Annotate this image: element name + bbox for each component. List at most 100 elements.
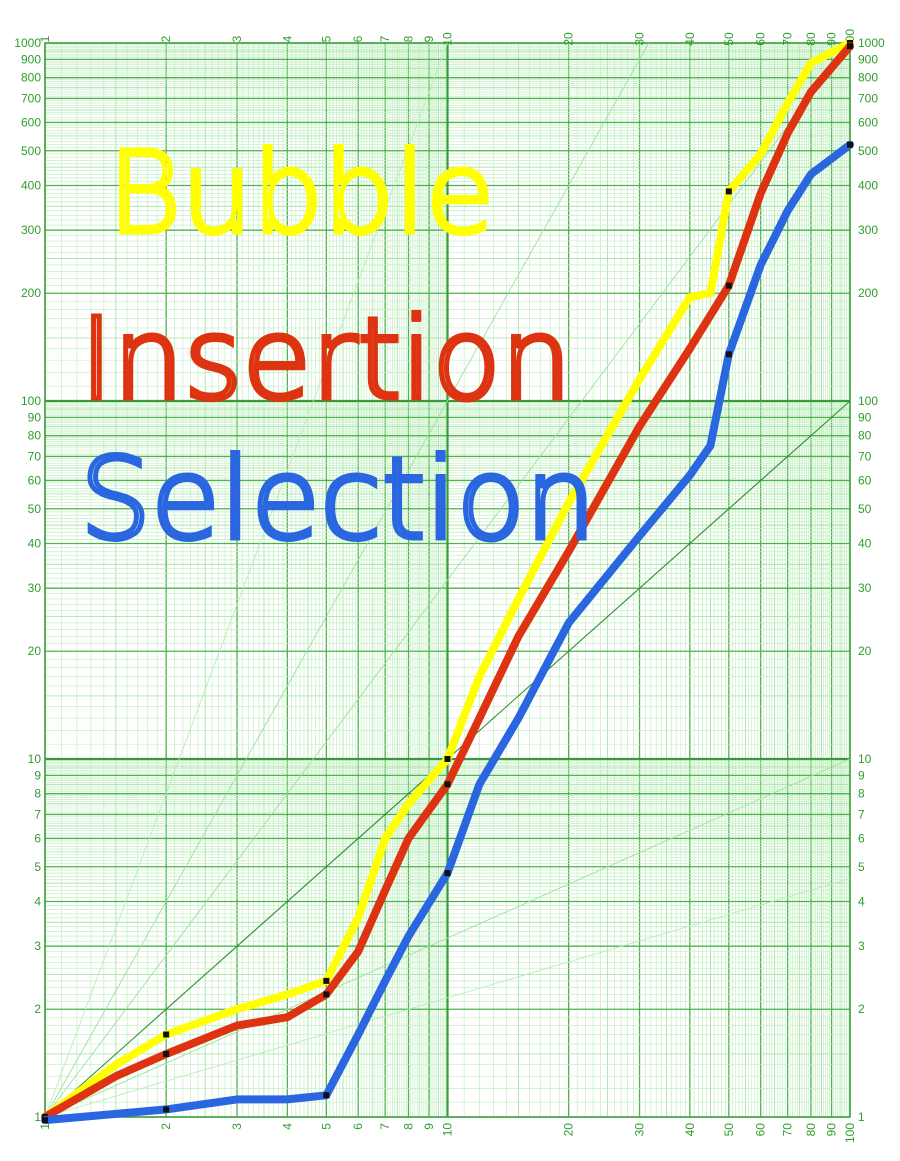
x-tick-label-top: 9: [422, 35, 436, 42]
y-tick-label-left: 2: [34, 1002, 41, 1016]
data-point-selection: [785, 208, 791, 214]
y-tick-label-left: 3: [34, 939, 41, 953]
data-point-insertion: [758, 190, 764, 196]
y-tick-label-left: 500: [21, 144, 41, 158]
x-tick-label-top: 8: [401, 35, 415, 42]
data-point-bubble: [323, 977, 330, 984]
tick-labels: 1122334455667788991010202030304040505060…: [14, 29, 885, 1143]
y-tick-label-right: 200: [858, 286, 878, 300]
legend-label-bubble: Bubble: [108, 129, 495, 259]
y-tick-label-left: 5: [34, 860, 41, 874]
y-tick-label-left: 50: [28, 502, 42, 516]
data-point-insertion: [323, 991, 330, 998]
x-tick-label-bottom: 60: [754, 1123, 768, 1137]
y-tick-label-left: 10: [28, 752, 42, 766]
legend-label-selection: Selection: [80, 435, 596, 565]
data-point-bubble: [163, 1031, 170, 1038]
data-point-bubble: [382, 835, 388, 841]
data-point-insertion: [476, 715, 482, 721]
x-tick-label-top: 5: [319, 35, 333, 42]
legend-label-insertion: Insertion: [80, 295, 572, 425]
y-tick-label-right: 700: [858, 91, 878, 105]
data-point-selection: [566, 620, 572, 626]
data-point-bubble: [725, 188, 732, 195]
y-tick-label-left: 20: [28, 644, 42, 658]
y-tick-label-left: 700: [21, 91, 41, 105]
data-point-selection: [405, 933, 411, 939]
y-tick-label-left: 900: [21, 52, 41, 66]
data-point-insertion: [847, 43, 853, 50]
data-point-selection: [234, 1096, 240, 1102]
y-tick-label-right: 500: [858, 144, 878, 158]
x-tick-label-top: 4: [280, 35, 294, 42]
y-tick-label-right: 70: [858, 449, 872, 463]
data-point-bubble: [707, 290, 713, 296]
x-tick-label-bottom: 1: [38, 1123, 52, 1130]
data-point-insertion: [725, 282, 732, 289]
data-point-selection: [476, 781, 482, 787]
data-point-bubble: [355, 915, 361, 921]
series-line-bubble: [41, 39, 854, 1121]
y-tick-label-left: 100: [21, 394, 41, 408]
data-point-selection: [687, 472, 693, 478]
x-tick-label-bottom: 10: [441, 1123, 455, 1137]
data-point-insertion: [113, 1073, 119, 1079]
data-point-insertion: [234, 1023, 240, 1029]
reference-diagonal: [44, 42, 448, 1118]
x-tick-label-bottom: 7: [378, 1123, 392, 1130]
data-point-insertion: [382, 887, 388, 893]
x-tick-label-top: 10: [441, 32, 455, 46]
data-point-insertion: [687, 346, 693, 352]
y-tick-label-right: 80: [858, 429, 872, 443]
data-point-bubble: [476, 673, 482, 679]
y-tick-label-left: 6: [34, 831, 41, 845]
x-tick-label-bottom: 50: [722, 1123, 736, 1137]
y-tick-label-left: 7: [34, 807, 41, 821]
y-tick-label-right: 3: [858, 939, 865, 953]
y-tick-label-left: 600: [21, 115, 41, 129]
x-tick-label-bottom: 70: [781, 1123, 795, 1137]
data-point-insertion: [163, 1050, 170, 1057]
data-point-insertion: [515, 633, 521, 639]
y-tick-label-left: 60: [28, 473, 42, 487]
grid: [44, 42, 851, 1118]
y-tick-label-left: 400: [21, 178, 41, 192]
data-point-insertion: [355, 948, 361, 954]
data-point-selection: [444, 870, 451, 877]
y-tick-label-left: 8: [34, 787, 41, 801]
x-tick-label-bottom: 80: [804, 1123, 818, 1137]
x-tick-label-top: 70: [781, 32, 795, 46]
y-tick-label-left: 80: [28, 429, 42, 443]
x-tick-label-top: 90: [825, 32, 839, 46]
data-point-selection: [847, 141, 853, 148]
x-tick-label-top: 30: [633, 32, 647, 46]
series-line-insertion: [41, 42, 854, 1121]
y-tick-label-right: 90: [858, 410, 872, 424]
x-tick-label-bottom: 100: [843, 1123, 857, 1143]
data-point-insertion: [284, 1014, 290, 1020]
y-tick-label-right: 800: [858, 71, 878, 85]
data-point-selection: [758, 262, 764, 268]
data-point-bubble: [113, 1062, 119, 1068]
reference-diagonal: [44, 878, 851, 1118]
x-tick-label-top: 60: [754, 32, 768, 46]
data-point-bubble: [405, 801, 411, 807]
y-tick-label-right: 9: [858, 768, 865, 782]
x-tick-label-top: 20: [562, 32, 576, 46]
y-tick-label-right: 7: [858, 807, 865, 821]
data-point-bubble: [758, 151, 764, 157]
data-point-insertion: [785, 130, 791, 136]
data-point-bubble: [515, 596, 521, 602]
y-tick-label-left: 1000: [14, 36, 41, 50]
x-tick-label-bottom: 40: [683, 1123, 697, 1137]
y-tick-label-left: 800: [21, 71, 41, 85]
y-tick-label-right: 4: [858, 894, 865, 908]
x-tick-label-bottom: 20: [562, 1123, 576, 1137]
data-point-selection: [382, 978, 388, 984]
x-tick-label-bottom: 6: [351, 1123, 365, 1130]
x-tick-label-top: 1: [38, 35, 52, 42]
x-tick-label-top: 6: [351, 35, 365, 42]
x-tick-label-bottom: 4: [280, 1123, 294, 1130]
